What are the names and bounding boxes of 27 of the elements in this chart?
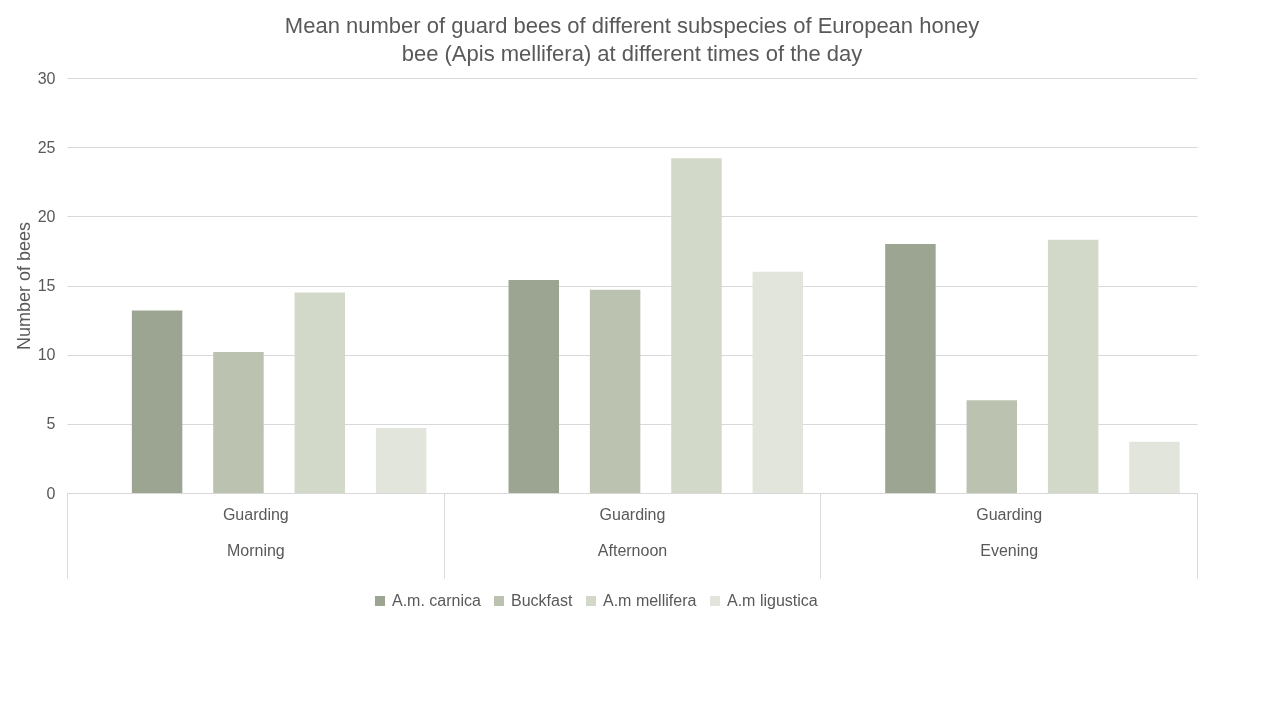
y-tick-label: 10 xyxy=(37,346,56,364)
y-tick-label: 30 xyxy=(37,69,56,87)
bar xyxy=(589,289,641,493)
y-axis-title: Number of bees xyxy=(13,221,34,351)
legend-label: A.m mellifera xyxy=(603,592,697,609)
bar xyxy=(966,400,1018,493)
legend-label: Buckfast xyxy=(511,592,573,609)
legend-label: A.m ligustica xyxy=(727,592,818,609)
bar xyxy=(294,292,346,493)
y-tick-label: 15 xyxy=(37,277,56,294)
y-tick-label: 25 xyxy=(37,138,56,156)
bar xyxy=(885,244,936,493)
bar xyxy=(671,158,722,493)
chart-title: Mean number of guard bees of different subspecies of European honey bee (Apis mellifera) at different times of the day xyxy=(284,13,980,66)
bar xyxy=(1047,239,1099,493)
x-tick-label: Guarding Morning xyxy=(222,505,289,559)
y-tick-label: 0 xyxy=(46,484,56,502)
y-tick-label: 20 xyxy=(37,207,56,225)
bar xyxy=(131,310,183,493)
bar xyxy=(508,279,560,493)
legend-label: A.m. carnica xyxy=(392,592,482,609)
bar xyxy=(375,427,427,493)
y-tick-label: 5 xyxy=(46,415,56,433)
bar xyxy=(1129,441,1180,493)
x-tick-label: Guarding Afternoon xyxy=(597,505,668,559)
bar xyxy=(213,351,264,493)
x-tick-label: Guarding Evening xyxy=(976,505,1043,559)
